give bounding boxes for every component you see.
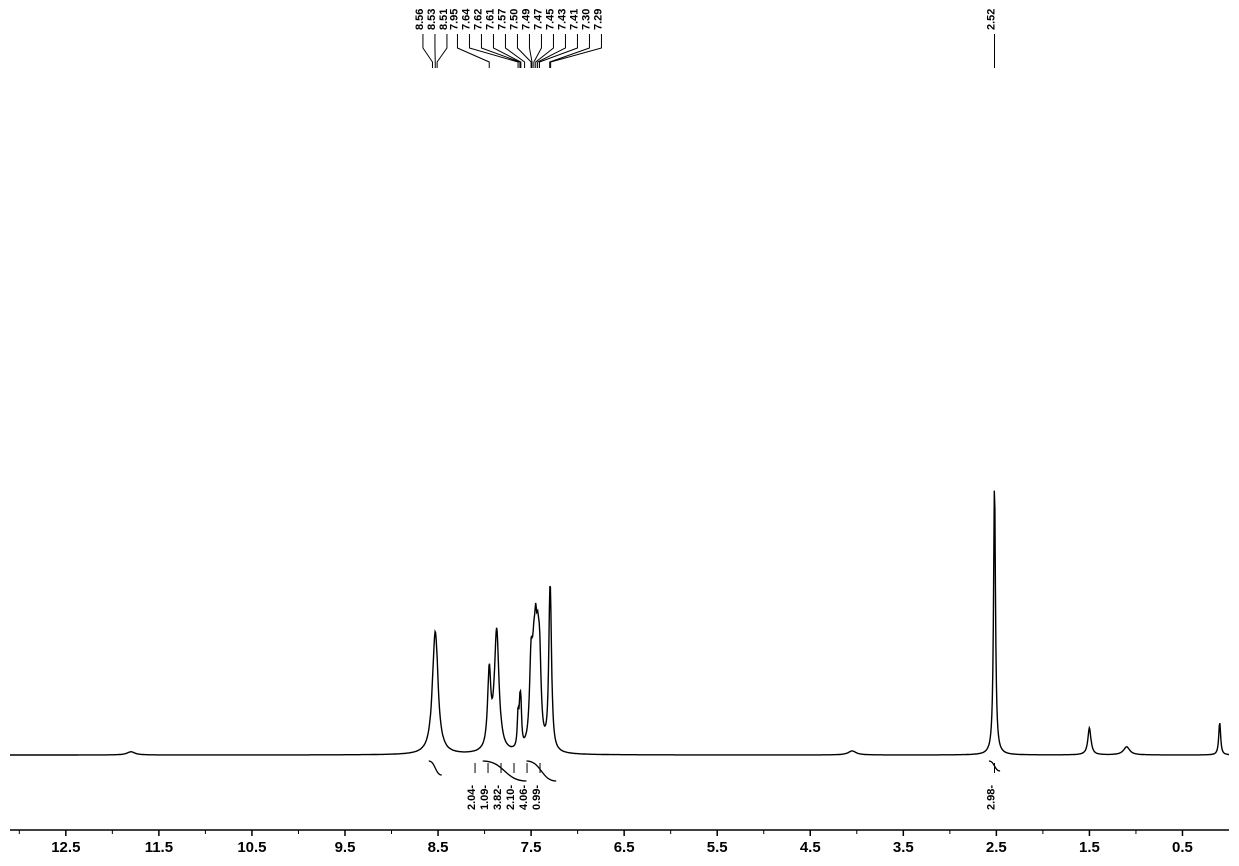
peak-ppm-label: 7.41	[568, 9, 580, 30]
x-axis-tick-label: 4.5	[800, 839, 821, 856]
integral-label: 2.98-	[986, 785, 998, 810]
integral-label: 3.82-	[492, 785, 504, 810]
peak-ppm-label: 7.95	[448, 9, 460, 30]
peak-label-connector	[457, 34, 489, 68]
x-axis-tick-label: 11.5	[145, 839, 173, 856]
peak-label-connector	[505, 34, 524, 68]
peak-ppm-label: 7.50	[508, 9, 520, 30]
x-axis-tick-label: 10.5	[237, 839, 266, 856]
peak-ppm-label: 7.64	[460, 8, 472, 30]
x-axis-tick-label: 8.5	[428, 839, 449, 856]
peak-ppm-label: 7.49	[520, 9, 532, 30]
peak-label-connector	[437, 34, 447, 68]
peak-ppm-label: 7.62	[472, 9, 484, 30]
peak-ppm-label: 8.53	[426, 9, 438, 30]
peak-ppm-label: 7.61	[484, 9, 496, 30]
peak-ppm-label: 7.57	[496, 9, 508, 30]
integral-label: 0.99-	[531, 785, 543, 810]
peak-label-connector	[493, 34, 520, 68]
x-axis-tick-label: 9.5	[335, 839, 356, 856]
x-axis-tick-label: 5.5	[707, 839, 728, 856]
spectrum-trace	[10, 491, 1229, 755]
x-axis-tick-label: 6.5	[614, 839, 635, 856]
x-axis-tick-label: 12.5	[51, 839, 80, 856]
integral-label: 4.06-	[518, 785, 530, 810]
peak-ppm-label: 8.56	[414, 9, 426, 30]
x-axis-tick-label: 7.5	[521, 839, 542, 856]
peak-ppm-label: 7.47	[532, 9, 544, 30]
integral-label: 1.09-	[479, 785, 491, 810]
peak-ppm-label: 7.43	[556, 9, 568, 30]
peak-ppm-label: 2.52	[986, 9, 998, 30]
x-axis-tick-label: 0.5	[1172, 839, 1193, 856]
x-axis-tick-label: 1.5	[1079, 839, 1100, 856]
integral-label: 2.10-	[505, 785, 517, 810]
peak-ppm-label: 7.45	[544, 9, 556, 30]
integral-curve	[526, 761, 556, 781]
integral-label: 2.04-	[466, 785, 478, 810]
peak-ppm-label: 7.29	[592, 9, 604, 30]
integral-curve	[429, 761, 442, 775]
peak-ppm-label: 7.30	[580, 9, 592, 30]
peak-label-connector	[551, 34, 602, 68]
nmr-spectrum-plot: 12.5 11.5 10.5 9.5 8.5 7.5 6.5 5.5 4.5 3.5 2.5 1.5 0…	[0, 0, 1239, 866]
integral-curve	[483, 761, 527, 781]
peak-label-connector	[481, 34, 519, 68]
peak-label-connector	[423, 34, 433, 68]
x-axis-tick-label: 3.5	[893, 839, 914, 856]
x-axis-tick-label: 2.5	[986, 839, 1007, 856]
